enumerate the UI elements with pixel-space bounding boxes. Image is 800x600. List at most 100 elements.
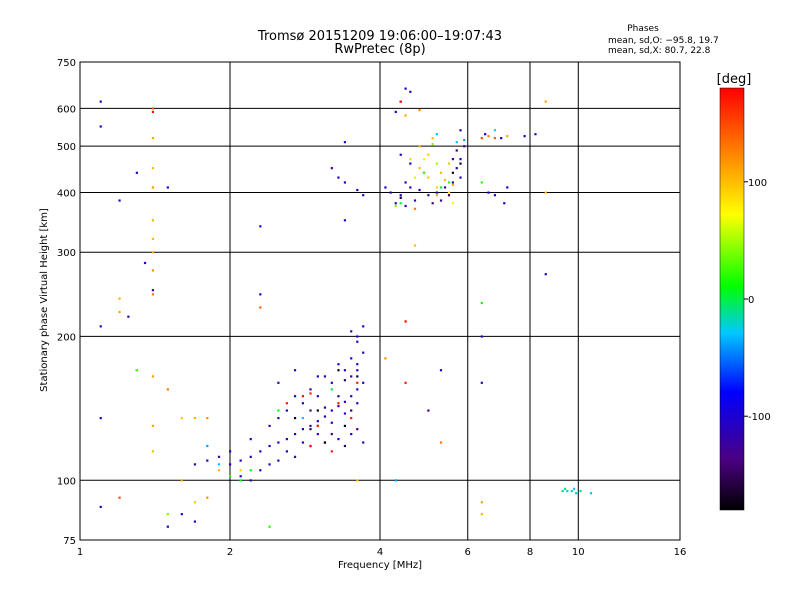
data-point-s0 xyxy=(362,351,365,354)
y-axis-label: Stationary phase Virtual Height [km] xyxy=(39,208,50,392)
data-point-s2 xyxy=(566,489,569,493)
data-point-s2 xyxy=(570,489,573,493)
data-points xyxy=(99,87,593,528)
y-tick-label: 75 xyxy=(63,536,76,547)
data-point-s0 xyxy=(151,289,155,292)
x-tick-label: 6 xyxy=(465,547,471,558)
data-point-s0 xyxy=(451,181,455,184)
data-point-s2 xyxy=(447,181,451,184)
data-point-s0 xyxy=(350,432,353,436)
data-point-s0 xyxy=(193,520,197,523)
data-point-s0 xyxy=(249,437,252,441)
data-point-s0 xyxy=(356,188,359,192)
data-point-s0 xyxy=(459,176,462,179)
data-point-s0 xyxy=(259,469,262,472)
data-point-s2 xyxy=(166,513,169,516)
data-point-s1 xyxy=(151,251,155,254)
data-point-s0 xyxy=(480,335,483,338)
data-point-s2 xyxy=(439,186,443,189)
data-point-s1 xyxy=(480,501,483,504)
plot-frame xyxy=(79,61,681,541)
data-point-s0 xyxy=(343,219,347,222)
data-point-s0 xyxy=(431,202,434,205)
data-point-s0 xyxy=(451,158,455,161)
data-point-s1 xyxy=(439,171,443,174)
data-point-s3 xyxy=(337,402,340,405)
data-point-s1 xyxy=(206,416,209,420)
data-point-s0 xyxy=(427,409,430,412)
data-point-s0 xyxy=(337,176,340,179)
data-point-s3 xyxy=(356,381,359,384)
data-point-s0 xyxy=(99,325,102,328)
data-point-s0 xyxy=(384,186,387,189)
colorbar-tick-label: 100 xyxy=(748,178,767,189)
data-point-s0 xyxy=(323,415,327,418)
data-point-s0 xyxy=(356,363,359,366)
data-point-s2 xyxy=(435,133,438,136)
data-point-s1 xyxy=(418,167,421,170)
data-point-s1 xyxy=(206,496,209,499)
x-axis-ticks: 1 2 4 6 8 10 16 xyxy=(77,547,687,558)
data-point-s2 xyxy=(422,171,426,174)
data-point-s0 xyxy=(523,135,526,138)
data-point-s2 xyxy=(268,525,271,528)
chart-title-line2: RwPretec (8p) xyxy=(334,42,425,57)
data-point-s0 xyxy=(301,402,305,405)
data-point-s0 xyxy=(229,463,232,466)
data-point-s0 xyxy=(99,125,102,128)
data-point-s1 xyxy=(151,186,155,189)
data-point-s2 xyxy=(455,141,458,144)
data-point-s1 xyxy=(118,496,121,499)
data-point-s0 xyxy=(309,428,312,431)
data-point-s0 xyxy=(362,194,365,197)
data-point-s1 xyxy=(118,310,121,314)
data-point-s2 xyxy=(399,202,402,205)
plot-grid xyxy=(80,62,680,540)
data-point-s3 xyxy=(285,402,288,405)
data-point-s0 xyxy=(459,158,462,161)
data-point-s1 xyxy=(180,479,183,482)
data-point-s1 xyxy=(193,416,197,420)
data-point-s0 xyxy=(439,199,443,202)
data-point-s2 xyxy=(480,181,483,184)
data-point-s0 xyxy=(330,167,333,170)
x-tick-label: 1 xyxy=(77,547,83,558)
chart-title-line1: Tromsø 20151209 19:06:00–19:07:43 xyxy=(257,29,502,44)
data-point-s0 xyxy=(323,375,327,378)
data-point-s0 xyxy=(309,388,312,391)
data-point-s3 xyxy=(451,171,455,174)
data-point-s0 xyxy=(285,409,288,412)
data-point-s0 xyxy=(500,137,503,140)
data-point-s1 xyxy=(151,167,155,170)
data-point-s0 xyxy=(350,395,353,398)
data-point-s1 xyxy=(166,388,169,391)
data-point-s0 xyxy=(99,100,102,103)
data-point-s0 xyxy=(249,455,252,458)
data-point-s1 xyxy=(544,191,547,194)
data-point-s0 xyxy=(337,405,340,408)
data-point-s0 xyxy=(480,381,483,384)
data-point-s0 xyxy=(343,379,347,382)
data-point-s1 xyxy=(447,191,451,194)
data-point-s3 xyxy=(399,100,402,103)
data-point-s0 xyxy=(330,421,333,424)
data-point-s0 xyxy=(427,194,430,197)
phase-stats-o: mean, sd,O: −95.8, 19.7 xyxy=(608,36,719,46)
data-point-s0 xyxy=(285,450,288,453)
x-tick-label: 16 xyxy=(674,547,687,558)
data-point-s0 xyxy=(166,525,169,528)
data-point-s1 xyxy=(259,306,262,309)
data-point-s0 xyxy=(389,191,392,194)
data-point-s2 xyxy=(206,444,209,448)
data-point-s1 xyxy=(427,153,430,156)
data-point-s0 xyxy=(343,444,347,448)
colorbar-label: [deg] xyxy=(717,72,752,87)
data-point-s3 xyxy=(337,369,340,372)
data-point-s0 xyxy=(343,400,347,403)
data-point-s3 xyxy=(301,395,305,398)
data-point-s0 xyxy=(343,412,347,415)
data-point-s1 xyxy=(487,135,490,138)
data-point-s1 xyxy=(493,137,497,140)
data-point-s1 xyxy=(118,297,121,300)
data-point-s0 xyxy=(277,441,280,444)
